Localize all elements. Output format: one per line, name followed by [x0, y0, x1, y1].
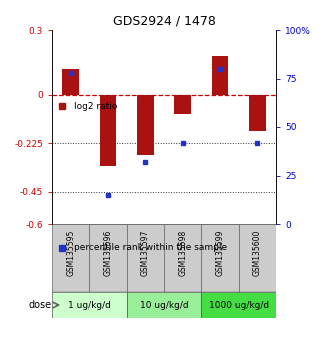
Bar [164, 224, 201, 292]
Text: log2 ratio: log2 ratio [74, 102, 118, 111]
Text: 1 ug/kg/d: 1 ug/kg/d [68, 301, 111, 309]
Text: dose: dose [29, 300, 52, 310]
Bar [239, 224, 276, 292]
Bar [127, 224, 164, 292]
Text: GSM135599: GSM135599 [215, 229, 224, 276]
Text: 1000 ug/kg/d: 1000 ug/kg/d [209, 301, 269, 309]
Title: GDS2924 / 1478: GDS2924 / 1478 [113, 15, 215, 28]
Bar [52, 224, 89, 292]
Bar [201, 292, 276, 318]
Text: GSM135596: GSM135596 [103, 229, 112, 276]
Bar [249, 95, 266, 131]
Bar [100, 95, 117, 166]
Bar [174, 95, 191, 114]
Text: GSM135598: GSM135598 [178, 229, 187, 276]
Bar [212, 56, 229, 95]
Bar [127, 292, 201, 318]
Bar [89, 224, 127, 292]
Bar [62, 69, 79, 95]
Text: percentile rank within the sample: percentile rank within the sample [74, 243, 228, 252]
Bar [137, 95, 154, 155]
Bar [201, 224, 239, 292]
Text: GSM135597: GSM135597 [141, 229, 150, 276]
Text: GSM135595: GSM135595 [66, 229, 75, 276]
Text: 10 ug/kg/d: 10 ug/kg/d [140, 301, 188, 309]
Bar [52, 292, 127, 318]
Text: GSM135600: GSM135600 [253, 229, 262, 276]
